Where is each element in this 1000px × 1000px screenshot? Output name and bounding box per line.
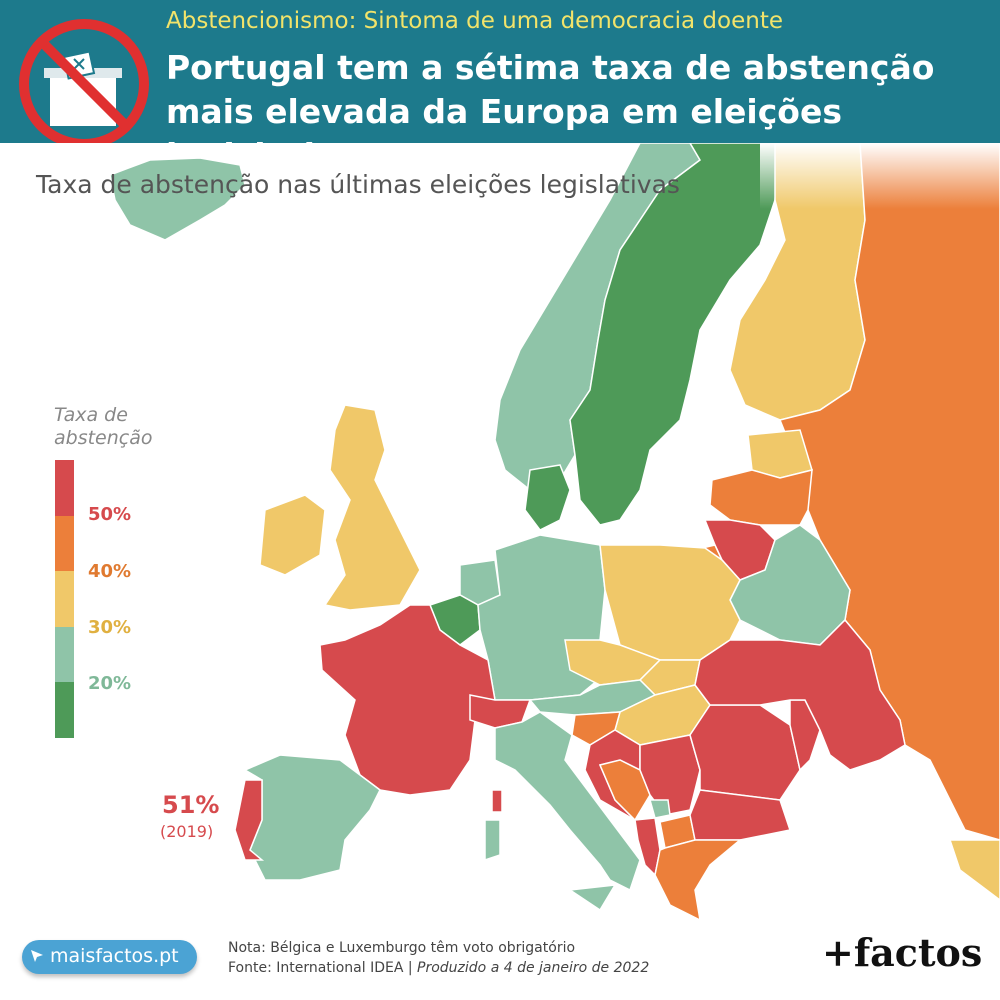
kicker: Abstencionismo: Sintoma de uma democraci… [166,8,784,34]
country-GR [654,839,743,922]
country-UA [694,618,906,771]
legend-title: Taxa de abstenção [54,404,153,450]
portugal-value: 51% [162,791,220,819]
map-subtitle: Taxa de abstenção nas últimas eleições l… [36,170,680,199]
country-IT [494,711,641,892]
country-IS [109,157,246,241]
country-IT-sardinia [484,819,501,862]
site-url: maisfactos.pt [50,945,179,967]
country-TR [948,839,1000,901]
legend-bin-30 [55,571,74,627]
source-separator: | [403,960,418,976]
country-LV [709,469,813,526]
europe-map [0,143,1000,1000]
legend-label-50: 50% [88,504,132,525]
legend-title-line2: abstenção [54,427,153,449]
legend-bin-10 [55,682,74,738]
legend-label-20: 20% [88,673,132,694]
footer-note: Nota: Bélgica e Luxemburgo têm voto obri… [228,938,649,978]
country-CO [491,789,503,813]
legend-bin-20 [55,626,74,683]
country-KO [649,799,671,819]
note-text: Nota: Bélgica e Luxemburgo têm voto obri… [228,940,576,956]
legend-color-bar [55,460,74,738]
country-DK [524,464,571,531]
legend-bin-50 [55,460,74,516]
header-banner [0,0,1000,143]
source-line: Fonte: International IDEA | Produzido a … [228,958,649,978]
legend-title-line1: Taxa de [54,404,128,426]
no-voting-ballot-box-icon [19,19,149,149]
country-PL [599,544,741,661]
arrow-pointer-icon [31,950,43,962]
legend-label-30: 30% [88,617,132,638]
legend-bin-40 [55,515,74,572]
legend-label-40: 40% [88,561,132,582]
country-SE [569,143,781,526]
brand-logo: +factos [822,930,983,975]
source-text: Fonte: International IDEA [228,960,404,976]
site-link[interactable]: maisfactos.pt [22,940,197,974]
country-IT-sicily [567,884,617,912]
country-PT [234,779,265,861]
country-IE [259,494,326,576]
portugal-year: (2019) [160,822,214,841]
produced-date: Produzido a 4 de janeiro de 2022 [417,960,650,976]
country-BG [689,789,791,841]
country-UK [323,404,421,611]
